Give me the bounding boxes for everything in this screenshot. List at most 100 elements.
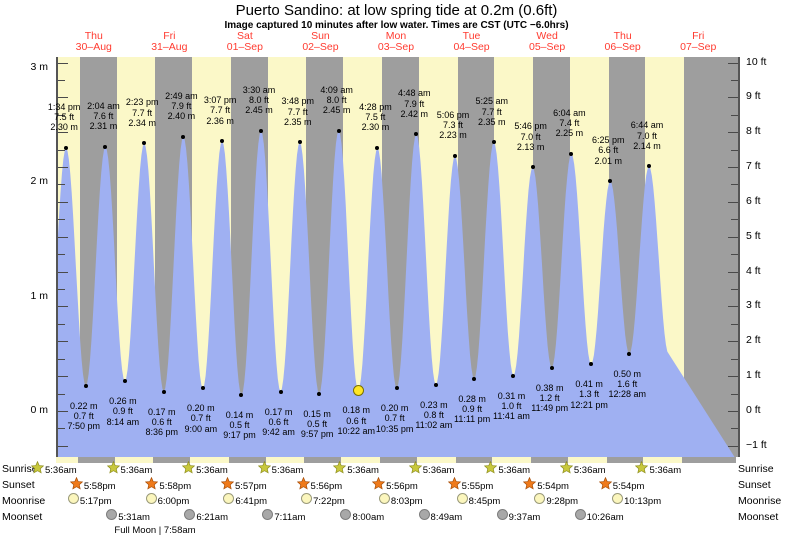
height-ft: 0.7 ft <box>73 411 94 422</box>
sunset-star-icon <box>220 476 235 496</box>
height-m: 2.36 m <box>206 115 234 126</box>
moonrise-icon <box>145 493 157 510</box>
tick-8-ft <box>58 132 68 134</box>
astro-cell-sunrise-3: 5:36am <box>257 460 304 477</box>
astro-label-left-moonset: Moonset <box>2 511 43 523</box>
moonrise-icon <box>612 493 624 510</box>
low-tide-label-17: 0.20 m 0.7 ft 10:35 pm <box>365 403 425 434</box>
high-tide-label-8: 3:07 pm 7.7 ft 2.36 m <box>190 95 250 126</box>
sunset-star-icon <box>145 476 159 496</box>
day-header-2: Sat 01–Sep <box>207 31 283 53</box>
moonset-icon <box>418 509 430 526</box>
moonset-icon <box>262 509 274 526</box>
astro-cell-moonset-4: 8:49am <box>418 509 462 526</box>
sunrise-star-icon <box>181 460 196 480</box>
astro-cell-sunset-4: 5:56pm <box>371 476 418 493</box>
astro-cell-moonset-5: 9:37am <box>496 509 540 525</box>
high-tide-marker-14 <box>336 128 341 133</box>
time: 3:07 pm <box>203 95 237 106</box>
sunrise-time: 5:36am <box>271 464 304 476</box>
sunset-star-icon <box>296 476 310 496</box>
low-tide-label-21: 0.28 m 0.9 ft 11:11 pm <box>442 394 502 425</box>
y-label-right-0: −1 ft <box>746 438 767 451</box>
tick-minor <box>731 323 738 325</box>
tick-minor <box>731 219 738 221</box>
time: 12:21 pm <box>570 399 608 410</box>
sunrise-time: 5:36am <box>573 464 606 476</box>
day-strip-0 <box>56 457 78 463</box>
day-of-week: Tue <box>462 30 481 42</box>
low-tide-marker-21 <box>472 376 477 381</box>
tick-9-ft <box>728 97 738 99</box>
tick-minor <box>58 184 65 186</box>
moonset-time: 8:00am <box>352 511 385 523</box>
low-tide-label-29: 0.50 m 1.6 ft 12:28 am <box>597 369 657 400</box>
height-m: 0.20 m <box>187 403 215 414</box>
height-m: 2.42 m <box>400 108 428 119</box>
height-ft: 0.6 ft <box>346 415 367 426</box>
day-header-3: Sun 02–Sep <box>283 31 359 53</box>
high-tide-marker-20 <box>452 154 457 159</box>
low-tide-label-5: 0.17 m 0.6 ft 8:36 pm <box>132 407 192 438</box>
high-tide-marker-22 <box>491 140 496 145</box>
astro-row-moonset: Moonset Moonset 5:31am 6:21am 7:11am 8:00am 8:… <box>0 509 793 525</box>
sunrise-star-icon <box>484 460 498 480</box>
height-m: 0.18 m <box>342 405 370 416</box>
height-ft: 7.5 ft <box>54 112 75 123</box>
moonset-icon <box>106 509 118 526</box>
low-tide-marker-9 <box>239 392 244 397</box>
high-tide-label-2: 2:04 am 7.6 ft 2.31 m <box>73 101 133 132</box>
height-ft: 7.0 ft <box>636 130 657 141</box>
height-ft: 1.3 ft <box>579 389 600 400</box>
astro-label-right-sunset: Sunset <box>738 479 771 491</box>
high-tide-label-14: 4:09 am 8.0 ft 2.45 m <box>307 85 367 116</box>
high-tide-label-4: 2:23 pm 7.7 ft 2.34 m <box>112 97 172 128</box>
sunrise-time: 5:36am <box>120 464 153 476</box>
moonset-icon <box>184 509 196 526</box>
sunset-star-icon <box>447 476 461 496</box>
high-tide-marker-18 <box>414 132 419 137</box>
height-m: 2.35 m <box>284 116 312 127</box>
astro-cell-moonset-0: 5:31am <box>106 509 150 525</box>
high-tide-marker-2 <box>103 144 108 149</box>
day-strip-3 <box>265 457 305 463</box>
high-tide-label-22: 5:25 am 7.7 ft 2.35 m <box>462 96 522 127</box>
time: 4:28 pm <box>359 102 392 113</box>
high-tide-marker-10 <box>259 128 264 133</box>
tick-3-ft <box>58 306 68 308</box>
time: 5:25 am <box>475 96 509 107</box>
low-tide-marker-29 <box>627 351 632 356</box>
tick-10-ft <box>58 62 68 64</box>
tick-5-ft <box>728 236 738 238</box>
time: 6:04 am <box>553 107 586 118</box>
astro-cell-moonrise-2: 6:41pm <box>223 493 267 509</box>
height-ft: 0.7 ft <box>384 413 405 424</box>
height-m: 2.25 m <box>555 128 584 139</box>
low-tide-label-15: 0.18 m 0.6 ft 10:22 am <box>326 405 386 436</box>
astro-cell-sunset-5: 5:55pm <box>447 476 493 496</box>
astro-cell-moonset-6: 10:26am <box>574 509 624 525</box>
astro-cell-moonrise-4: 8:03pm <box>378 493 423 510</box>
height-m: 0.17 m <box>148 406 176 417</box>
high-tide-marker-0 <box>64 146 69 151</box>
page-subtitle: Image captured 10 minutes after low wate… <box>224 20 569 31</box>
astro-cell-sunset-1: 5:58pm <box>145 476 191 496</box>
low-tide-marker-1 <box>83 383 88 388</box>
height-ft: 7.3 ft <box>442 120 463 131</box>
low-tide-label-11: 0.17 m 0.6 ft 9:42 am <box>249 407 309 438</box>
high-tide-label-24: 5:46 pm 7.0 ft 2.13 m <box>501 121 561 152</box>
day-of-week: Sun <box>311 30 330 42</box>
y-label-right-6: 5 ft <box>746 229 761 242</box>
tick-minor <box>58 114 65 116</box>
day-date: 04–Sep <box>453 41 490 53</box>
moonrise-icon <box>378 493 390 510</box>
height-ft: 7.7 ft <box>210 105 231 116</box>
height-ft: 8.0 ft <box>249 95 270 106</box>
y-label-left-3: 3 m <box>30 61 48 73</box>
time: 5:06 pm <box>436 110 470 121</box>
tick-0-ft <box>728 411 738 412</box>
moon-phase-label: Full Moon | 7:58am <box>114 525 196 536</box>
moonrise-time: 5:17pm <box>79 495 112 507</box>
height-ft: 7.7 ft <box>132 107 153 118</box>
time: 5:46 pm <box>514 121 547 132</box>
